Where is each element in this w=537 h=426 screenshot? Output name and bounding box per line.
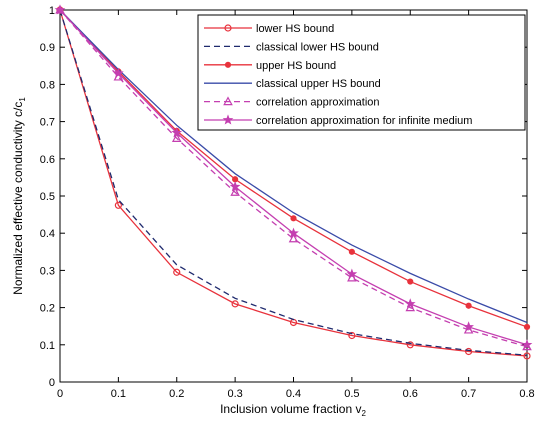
y-tick-label: 0.9 <box>40 42 55 54</box>
series-1 <box>56 6 531 360</box>
x-tick-label: 0.5 <box>344 388 359 400</box>
data-point <box>288 233 299 243</box>
x-tick-label: 0 <box>57 388 63 400</box>
series-6 <box>54 4 533 350</box>
axis-ticks: 0 0.1 0.2 0.3 0.4 0.5 0.6 0.7 0.8 0 0.1 0.2 0.3 0.4 0.… <box>40 5 535 400</box>
data-point <box>231 300 239 308</box>
series-4 <box>59 9 528 324</box>
data-point <box>348 248 355 255</box>
y-tick-label: 0.5 <box>40 191 55 203</box>
data-point <box>407 278 414 285</box>
data-point <box>54 4 66 15</box>
data-point <box>290 215 297 222</box>
data-point <box>224 24 232 32</box>
series-line <box>59 9 528 324</box>
data-point <box>223 96 233 106</box>
legend-entry: classical upper HS bound <box>204 78 381 90</box>
data-point <box>114 201 122 209</box>
data-point <box>229 181 241 192</box>
data-point <box>521 339 533 350</box>
legend-entry: lower HS bound <box>204 23 334 35</box>
x-tick-label: 0.1 <box>111 388 126 400</box>
series-line <box>59 9 528 356</box>
data-point <box>173 268 181 276</box>
data-point <box>232 176 239 183</box>
y-tick-label: 0.1 <box>40 340 55 352</box>
series-line <box>59 9 528 348</box>
legend-entry: correlation approximation <box>204 96 380 109</box>
series-line <box>59 9 528 357</box>
data-point <box>523 323 531 331</box>
legend-label: classical upper HS bound <box>256 78 381 90</box>
y-tick-label: 0.6 <box>40 154 55 166</box>
data-point <box>224 61 232 68</box>
legend-label: correlation approximation for infinite m… <box>256 115 472 127</box>
legend-entry: classical lower HS bound <box>204 41 379 53</box>
data-point <box>346 268 358 279</box>
x-tick-label: 0.4 <box>286 388 301 400</box>
data-point <box>288 227 299 238</box>
x-tick-label: 0.7 <box>461 388 476 400</box>
y-tick-label: 1 <box>49 5 55 17</box>
data-point <box>404 298 416 309</box>
data-point <box>523 352 531 360</box>
data-point <box>463 321 474 332</box>
x-axis-title: Inclusion volume fraction v2 <box>220 402 366 418</box>
data-point <box>465 302 472 309</box>
y-tick-label: 0.7 <box>40 117 55 129</box>
data-point <box>348 331 356 340</box>
data-point <box>222 114 234 125</box>
legend-entry: upper HS bound <box>204 60 336 72</box>
y-tick-label: 0.8 <box>40 79 55 91</box>
y-tick-label: 0 <box>49 377 55 389</box>
data-point <box>171 127 183 138</box>
series-2 <box>59 9 528 356</box>
y-tick-label: 0.3 <box>40 265 55 277</box>
legend-label: classical lower HS bound <box>256 41 379 53</box>
legend-entry: correlation approximation for infinite m… <box>204 114 472 127</box>
x-tick-label: 0.3 <box>227 388 242 400</box>
y-axis-title: Normalized effective conductivity c/c1 <box>11 97 27 295</box>
y-tick-label: 0.4 <box>40 228 55 240</box>
legend-label: correlation approximation <box>256 97 380 109</box>
series-3 <box>56 6 531 331</box>
x-tick-label: 0.2 <box>169 388 184 400</box>
legend-box <box>197 14 526 131</box>
legend: lower HS bound classical lower HS bound up… <box>197 14 526 131</box>
data-point <box>465 347 473 356</box>
data-point <box>406 341 414 349</box>
data-point <box>113 67 124 78</box>
series-layer <box>54 4 533 360</box>
legend-label: upper HS bound <box>256 60 336 72</box>
data-point <box>171 133 182 142</box>
x-tick-label: 0.6 <box>403 388 418 400</box>
data-point <box>230 187 240 196</box>
legend-label: lower HS bound <box>256 23 334 35</box>
y-tick-label: 0.2 <box>40 303 55 315</box>
x-tick-label: 0.8 <box>519 388 534 400</box>
